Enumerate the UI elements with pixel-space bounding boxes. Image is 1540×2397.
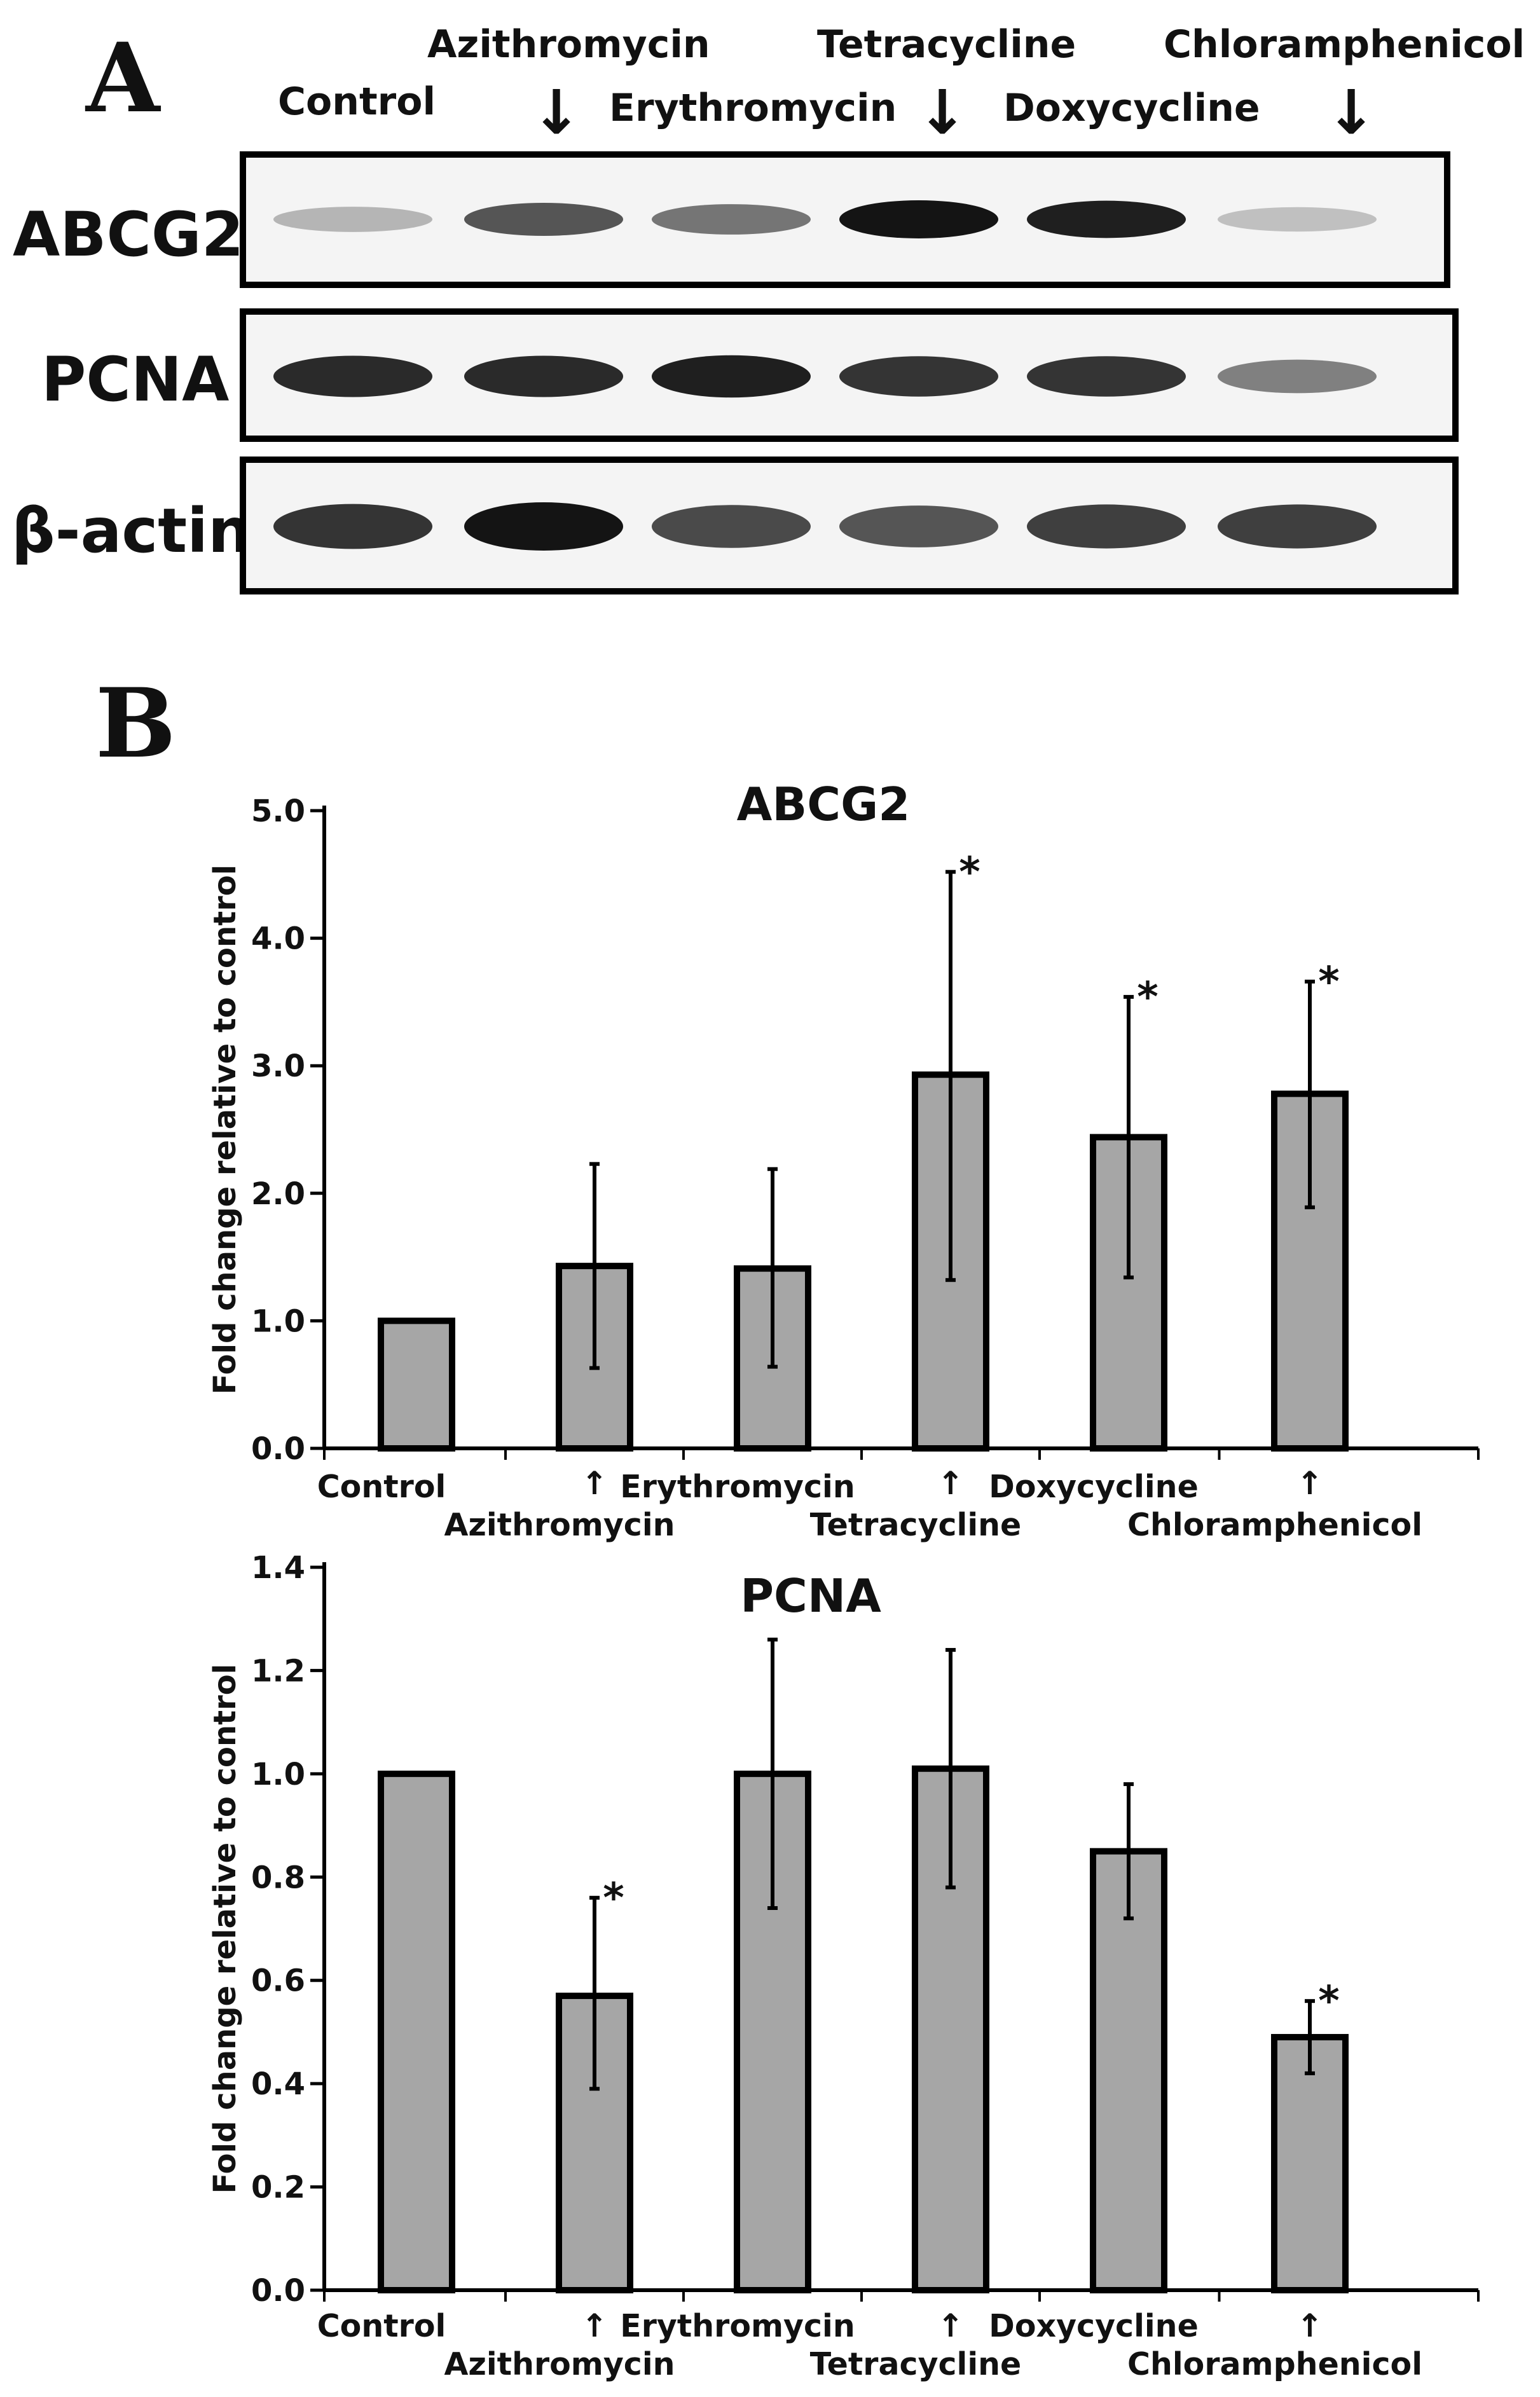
y-tick-label: 1.4 [251,1550,305,1586]
significance-star: * [1318,1978,1339,2025]
panel-b-letter: B [95,668,176,780]
x-category-label: Chloramphenicol [1127,2346,1422,2382]
lane-label-doxycycline: Doxycycline [1003,86,1260,130]
blot-band [839,200,998,238]
up-arrow-icon: ↑ [1296,1465,1323,1502]
y-tick-label: 0.4 [251,2066,305,2102]
pcna-bar-chart: PCNA Fold change relative to control 0.0 0.… [207,1550,1480,2382]
chart-title: ABCG2 [737,778,911,831]
blot-band [273,504,432,549]
x-category-label: Control [317,2308,446,2344]
lane-labels: Control Azithromycin Erythromycin Tetrac… [278,22,1525,148]
y-axis-label: Fold change relative to control [207,865,243,1394]
blot-band [1027,200,1186,238]
significance-star: * [959,849,980,896]
blot-band [464,355,623,397]
blot-row-pcna: PCNA [41,308,1459,442]
blot-row-abcg2: ABCG2 [13,151,1450,288]
bar [378,1770,455,2294]
y-tick-label: 5.0 [251,793,305,829]
blot-bands [273,355,1377,398]
blot-band [464,502,623,551]
lane-label-azithromycin: Azithromycin [427,22,710,67]
panel-a-letter: A [85,22,162,134]
y-tick-label: 0.0 [251,1431,305,1467]
down-arrow-icon: ↓ [917,77,968,148]
chart-title: PCNA [740,1569,881,1623]
blot-row-beta-actin: β-actin [11,457,1459,594]
blot-band [273,355,432,397]
up-arrow-icon: ↑ [937,1465,964,1502]
up-arrow-icon: ↑ [937,2307,964,2344]
significance-star: * [1318,959,1339,1006]
lane-label-chloramphenicol: Chloramphenicol [1164,22,1525,67]
blot-band [652,505,811,548]
blot-band [1027,356,1186,397]
blot-band [839,505,998,547]
x-category-label: Chloramphenicol [1127,1507,1422,1543]
blot-band [1218,207,1377,232]
blot-band [1218,359,1377,394]
y-tick-label: 1.0 [251,1757,305,1792]
x-category-label: Tetracycline [810,2346,1022,2382]
y-tick-label: 0.0 [251,2273,305,2309]
up-arrow-icon: ↑ [1296,2307,1323,2344]
y-tick-label: 0.8 [251,1860,305,1895]
y-tick-label: 2.0 [251,1176,305,1212]
lane-label-tetracycline: Tetracycline [817,22,1076,67]
lane-label-control: Control [278,79,436,124]
y-tick-label: 0.2 [251,2170,305,2206]
blot-band [273,207,432,232]
blot-row-label: PCNA [41,344,229,415]
significance-star: * [603,1875,624,1922]
y-tick-label: 3.0 [251,1048,305,1084]
up-arrow-icon: ↑ [581,2307,608,2344]
x-category-label: Erythromycin [620,1469,855,1505]
x-category-label: Azithromycin [444,2346,675,2382]
x-category-label: Tetracycline [810,1507,1022,1543]
bar [378,1317,455,1452]
blot-band [1027,504,1186,549]
y-tick-label: 1.2 [251,1653,305,1689]
y-tick-label: 0.6 [251,1963,305,1999]
x-category-label: Doxycycline [989,1469,1199,1505]
blot-band [652,204,811,235]
y-tick-label: 1.0 [251,1303,305,1339]
x-category-label: Erythromycin [620,2308,855,2344]
abcg2-bar-chart: ABCG2 Fold change relative to control 0.0 1… [207,778,1480,1543]
x-category-label: Doxycycline [989,2308,1199,2344]
y-tick-label: 4.0 [251,921,305,957]
blot-row-label: β-actin [11,495,251,567]
significance-star: * [1137,974,1158,1021]
up-arrow-icon: ↑ [581,1465,608,1502]
blot-band [652,355,811,398]
lane-label-erythromycin: Erythromycin [609,86,897,130]
blot-row-label: ABCG2 [13,199,244,270]
x-category-label: Control [317,1469,446,1505]
x-category-label: Azithromycin [444,1507,675,1543]
down-arrow-icon: ↓ [531,77,582,148]
y-axis-label: Fold change relative to control [207,1664,243,2194]
down-arrow-icon: ↓ [1326,77,1377,148]
blot-band [1218,504,1377,549]
blot-bands [273,200,1377,238]
blot-band [839,356,998,397]
blot-bands [273,502,1377,551]
blot-band [464,203,623,236]
bar [1271,1090,1349,1452]
